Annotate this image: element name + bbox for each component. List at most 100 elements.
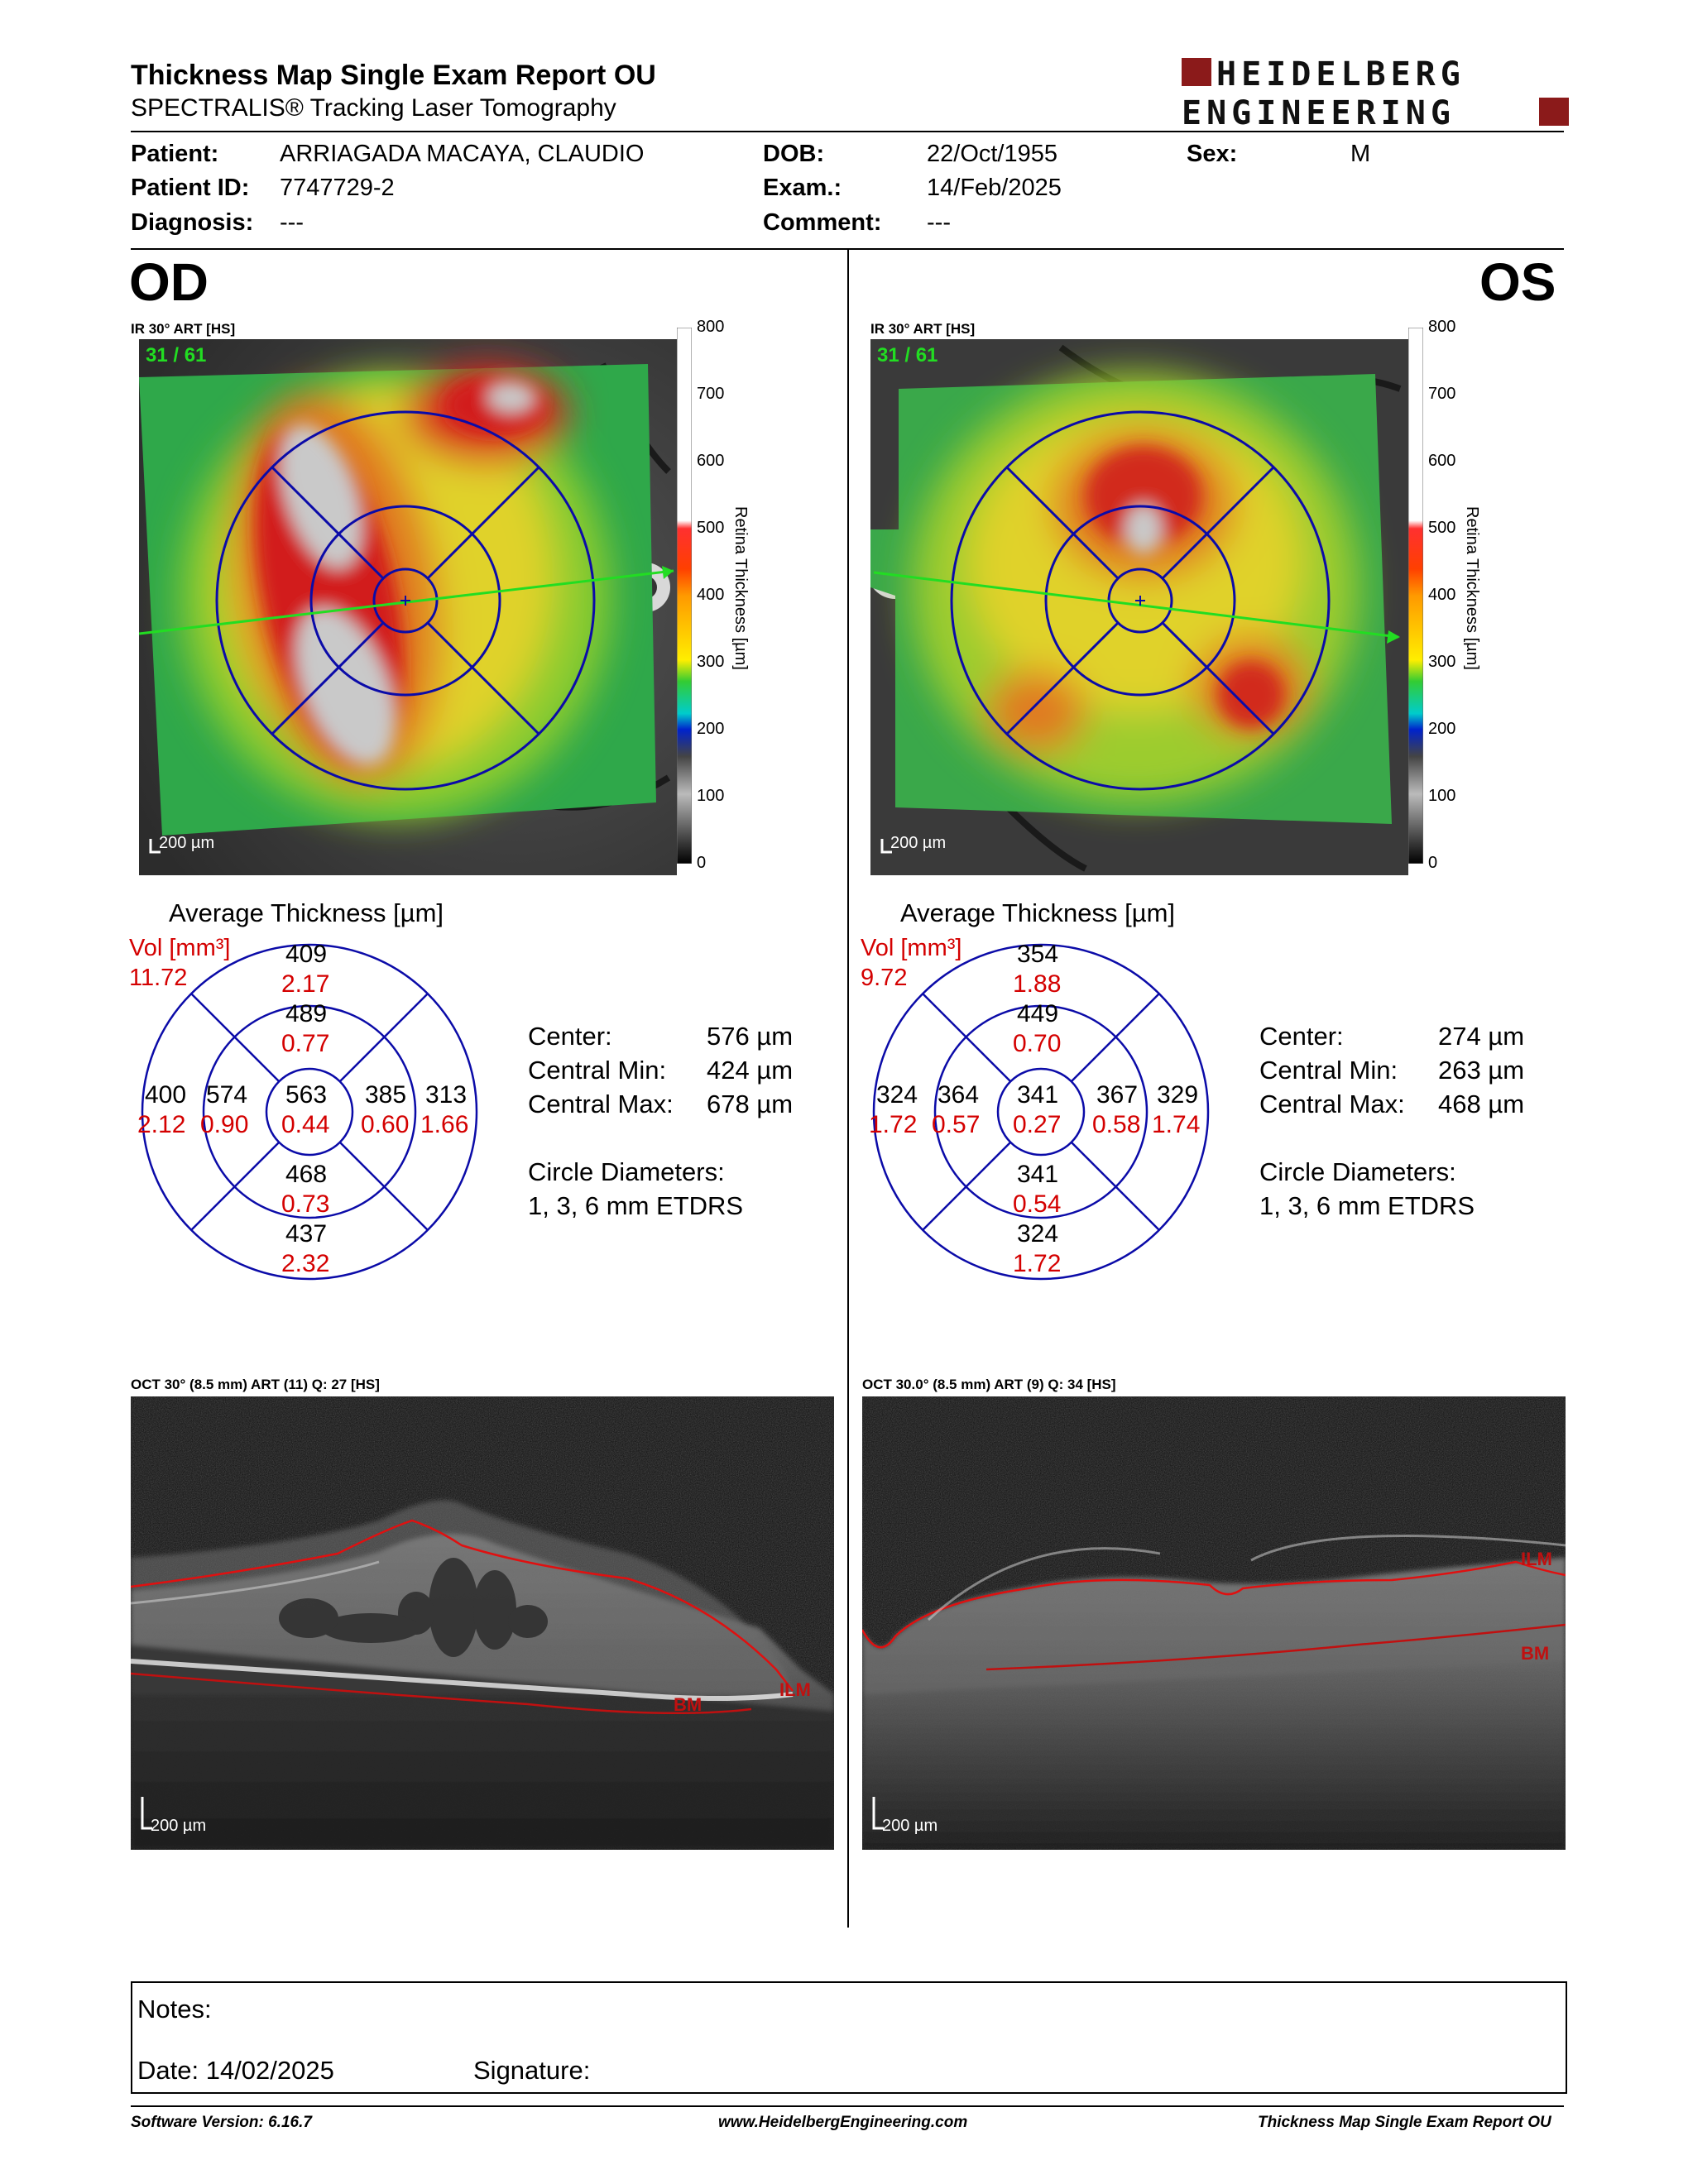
software-version: Software Version: 6.16.7 <box>131 2114 312 2131</box>
os-oct-scale: 200 µm <box>882 1817 938 1835</box>
od-inner-sup-thickness: 489 <box>285 1000 328 1027</box>
od-inner-inf-volume: 0.73 <box>281 1190 330 1218</box>
os-inner-right-volume: 0.58 <box>1092 1111 1141 1138</box>
os-tick-500: 500 <box>1428 519 1456 537</box>
od-outer-right-volume: 1.66 <box>420 1111 469 1138</box>
os-label: OS <box>1479 252 1556 312</box>
os-heatmap <box>870 372 1392 824</box>
os-inner-sup-thickness: 449 <box>1017 1000 1059 1027</box>
os-tick-700: 700 <box>1428 385 1456 403</box>
website-link[interactable]: www.HeidelbergEngineering.com <box>718 2114 968 2131</box>
od-inner-left-thickness: 574 <box>206 1081 248 1109</box>
os-tick-300: 300 <box>1428 653 1456 671</box>
os-circle-label: Circle Diameters: <box>1259 1157 1456 1186</box>
report-title: Thickness Map Single Exam Report OU <box>131 60 656 91</box>
os-inner-right-thickness: 367 <box>1096 1081 1139 1109</box>
od-outer-inf-thickness: 437 <box>285 1220 328 1248</box>
comment-value: --- <box>927 209 951 236</box>
os-colorbar-title: Retina Thickness [µm] <box>1463 506 1481 670</box>
os-outer-right-thickness: 329 <box>1157 1081 1199 1109</box>
od-tick-400: 400 <box>697 586 725 604</box>
patient-name: ARRIAGADA MACAYA, CLAUDIO <box>280 141 645 167</box>
od-circle-value: 1, 3, 6 mm ETDRS <box>528 1191 744 1220</box>
exam-value: 14/Feb/2025 <box>927 175 1062 201</box>
patient-label: Patient: <box>131 141 219 167</box>
os-tick-400: 400 <box>1428 586 1456 604</box>
od-tick-700: 700 <box>697 385 725 403</box>
od-oct-scan: BM ILM 200 µm <box>131 1396 834 1850</box>
dob-value: 22/Oct/1955 <box>927 141 1057 167</box>
os-bm-label: BM <box>1521 1643 1550 1664</box>
patient-id: 7747729-2 <box>280 175 395 201</box>
os-colorbar <box>1407 327 1424 864</box>
os-oct-scan: ILM BM 200 µm <box>862 1396 1566 1850</box>
od-heatmap <box>139 364 656 836</box>
od-tick-600: 600 <box>697 452 725 470</box>
os-center-thickness: 341 <box>1017 1081 1059 1109</box>
od-tick-100: 100 <box>697 787 725 805</box>
od-average-thickness-title: Average Thickness [µm] <box>169 898 444 927</box>
od-inner-right-volume: 0.60 <box>361 1111 410 1138</box>
od-outer-left-thickness: 400 <box>145 1081 187 1109</box>
od-min-label: Central Min: <box>528 1056 667 1085</box>
os-tick-600: 600 <box>1428 452 1456 470</box>
od-label: OD <box>129 252 209 312</box>
os-ilm-line <box>862 1560 1566 1649</box>
od-center-thickness: 563 <box>285 1081 328 1109</box>
header-divider <box>131 131 1564 132</box>
os-inner-left-volume: 0.57 <box>932 1111 981 1138</box>
eye-divider <box>847 248 849 1928</box>
od-center-value: 576 µm <box>707 1022 794 1051</box>
os-max-label: Central Max: <box>1259 1090 1405 1118</box>
od-outer-sup-thickness: 409 <box>285 941 328 968</box>
diagnosis-value: --- <box>280 209 304 236</box>
os-ilm-label: ILM <box>1521 1549 1552 1569</box>
os-center-label: Center: <box>1259 1022 1344 1051</box>
os-inner-left-thickness: 364 <box>938 1081 980 1109</box>
od-outer-left-volume: 2.12 <box>137 1111 186 1138</box>
os-outer-sup-volume: 1.88 <box>1013 970 1062 998</box>
od-thickness-map: 31 / 61 200 µm <box>139 339 677 875</box>
od-max-label: Central Max: <box>528 1090 674 1118</box>
heidelberg-logo: HEIDELBERG ENGINEERING <box>1182 55 1569 132</box>
os-max-value: 468 µm <box>1438 1090 1525 1118</box>
os-tick-0: 0 <box>1428 854 1438 872</box>
os-inner-inf-volume: 0.54 <box>1013 1190 1062 1218</box>
od-stats: Center: 576 µm Central Min: 424 µm Central… <box>528 1019 793 1223</box>
od-ilm-line <box>131 1519 794 1692</box>
os-center-volume: 0.27 <box>1013 1111 1062 1138</box>
notes-box[interactable]: Notes: Date: 14/02/2025 Signature: <box>131 1981 1567 2094</box>
od-bm-line <box>131 1672 752 1715</box>
os-outer-left-volume: 1.72 <box>869 1111 918 1138</box>
exam-label: Exam.: <box>763 175 842 201</box>
os-outer-sup-thickness: 354 <box>1017 941 1059 968</box>
od-inner-right-thickness: 385 <box>365 1081 407 1109</box>
patient-id-label: Patient ID: <box>131 175 250 201</box>
od-center-volume: 0.44 <box>281 1111 330 1138</box>
od-volume-label: Vol [mm³] <box>129 935 231 961</box>
os-inner-sup-volume: 0.70 <box>1013 1030 1062 1057</box>
comment-label: Comment: <box>763 209 882 236</box>
od-map-label: IR 30° ART [HS] <box>131 321 236 337</box>
os-etdrs-chart <box>870 941 1211 1286</box>
od-volume-total: 11.72 <box>129 965 188 991</box>
os-center-value: 274 µm <box>1438 1022 1525 1051</box>
os-tick-200: 200 <box>1428 720 1456 738</box>
od-inner-inf-thickness: 468 <box>285 1161 328 1188</box>
footer-report-title: Thickness Map Single Exam Report OU <box>1258 2114 1551 2131</box>
od-center-label: Center: <box>528 1022 612 1051</box>
logo-line2: ENGINEERING <box>1182 94 1455 129</box>
sex-label: Sex: <box>1187 141 1238 167</box>
od-tick-0: 0 <box>697 854 707 872</box>
os-map-scale: 200 µm <box>890 834 947 852</box>
sex-value: M <box>1350 141 1371 167</box>
od-colorbar-title: Retina Thickness [µm] <box>731 506 750 670</box>
os-outer-right-volume: 1.74 <box>1152 1111 1201 1138</box>
os-circle-value: 1, 3, 6 mm ETDRS <box>1259 1191 1475 1220</box>
od-oct-label: OCT 30° (8.5 mm) ART (11) Q: 27 [HS] <box>131 1377 380 1392</box>
os-frame-counter: 31 / 61 <box>877 344 938 366</box>
signature-label: Signature: <box>473 2056 591 2085</box>
os-stats: Center: 274 µm Central Min: 263 µm Central… <box>1259 1019 1524 1223</box>
od-tick-800: 800 <box>697 318 725 336</box>
os-outer-inf-thickness: 324 <box>1017 1220 1059 1248</box>
